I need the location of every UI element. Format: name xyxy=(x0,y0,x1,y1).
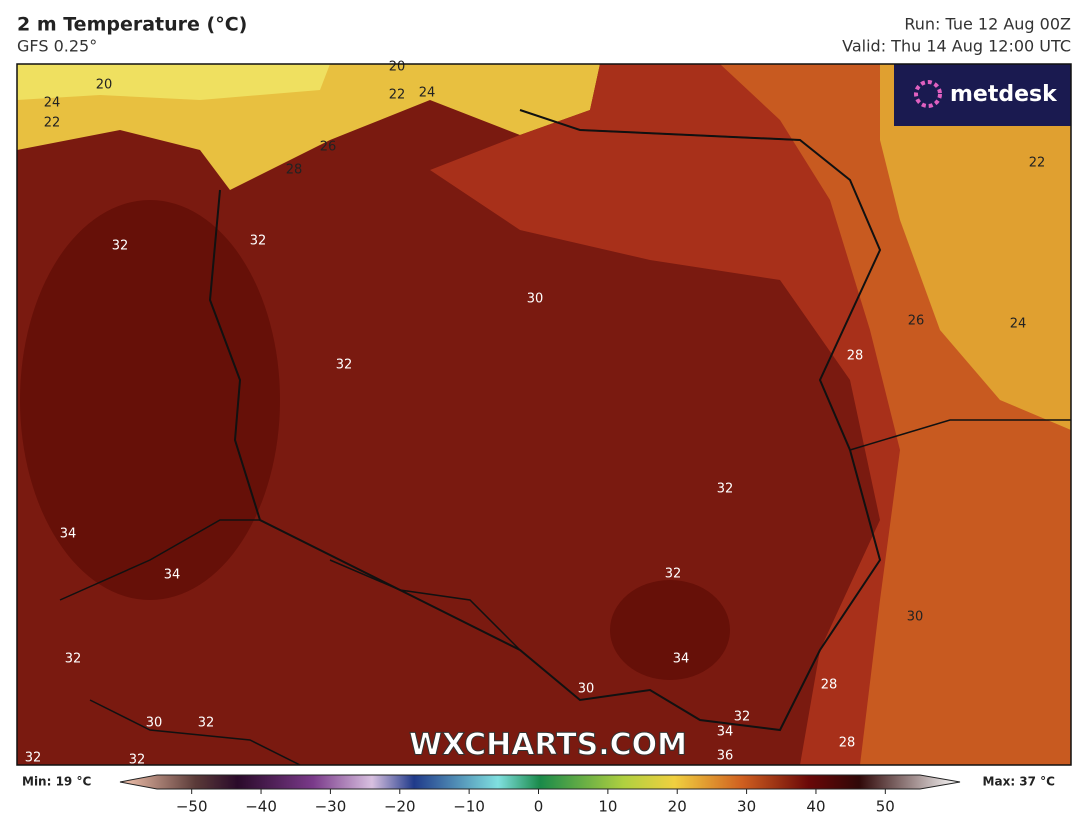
logo-box xyxy=(894,64,1071,126)
max-label: Max: 37 °C xyxy=(983,775,1056,789)
contour-label: 22 xyxy=(389,88,406,103)
region-coolest xyxy=(17,64,330,100)
contour-label: 24 xyxy=(419,86,436,101)
contour-label: 28 xyxy=(821,678,838,693)
contour-label: 32 xyxy=(336,358,353,373)
run-time: Run: Tue 12 Aug 00Z xyxy=(904,15,1071,34)
contour-label: 30 xyxy=(527,292,544,307)
contour-label: 34 xyxy=(164,568,181,583)
colorbar-tick-label: 50 xyxy=(876,798,895,816)
contour-label: 24 xyxy=(1010,317,1027,332)
contour-label: 22 xyxy=(1029,156,1046,171)
subtitle: GFS 0.25° xyxy=(17,37,97,56)
title: 2 m Temperature (°C) xyxy=(17,14,247,36)
colorbar-bar xyxy=(119,774,961,790)
colorbar-tick-label: −10 xyxy=(453,798,485,816)
contour-label: 28 xyxy=(286,163,303,178)
contour-label: 28 xyxy=(839,736,856,751)
contour-label: 30 xyxy=(578,682,595,697)
hot-core xyxy=(610,580,730,680)
contour-label: 32 xyxy=(734,710,751,725)
border xyxy=(579,129,1071,451)
watermark: WXCHARTS.COM xyxy=(409,728,687,763)
contour-label: 36 xyxy=(717,749,734,764)
colorbar-tick-label: −50 xyxy=(176,798,208,816)
contour-label: 32 xyxy=(717,482,734,497)
contour-label: 26 xyxy=(908,314,925,329)
map-frame xyxy=(16,63,1072,766)
contour-label: 20 xyxy=(389,60,406,75)
contour-label: 32 xyxy=(665,567,682,582)
contour-label: 34 xyxy=(673,652,690,667)
contour-label: 34 xyxy=(717,725,734,740)
border xyxy=(59,519,521,766)
contour-label: 32 xyxy=(198,716,215,731)
colorbar-tick-label: 30 xyxy=(737,798,756,816)
contour-label: 30 xyxy=(146,716,163,731)
contour-label: 22 xyxy=(44,116,61,131)
colorbar: Min: 19 °C Max: 37 °C −50 −40 −30 −20 −10 0 10… xyxy=(22,774,1056,816)
logo-icon xyxy=(914,80,942,108)
contour-label: 24 xyxy=(44,96,61,111)
contour-label: 32 xyxy=(65,652,82,667)
border xyxy=(208,109,882,732)
colorbar-tick-label: 10 xyxy=(598,798,617,816)
contour-label: 20 xyxy=(96,78,113,93)
valid-time: Valid: Thu 14 Aug 12:00 UTC xyxy=(842,37,1071,56)
logo: metdesk xyxy=(950,82,1058,107)
colorbar-tick-label: −40 xyxy=(245,798,277,816)
colorbar-tick-label: −30 xyxy=(315,798,347,816)
contour-label: 30 xyxy=(907,610,924,625)
contour-label: 32 xyxy=(25,751,42,766)
contour-label: 34 xyxy=(60,527,77,542)
colorbar-tick-label: 0 xyxy=(534,798,544,816)
contour-label: 32 xyxy=(250,234,267,249)
min-label: Min: 19 °C xyxy=(22,775,91,789)
region-mild-north xyxy=(880,64,1071,430)
contour-label: 28 xyxy=(847,349,864,364)
hot-core xyxy=(20,200,280,600)
colorbar-tick-label: 20 xyxy=(668,798,687,816)
colorbar-tick-label: −20 xyxy=(384,798,416,816)
contour-label: 26 xyxy=(320,140,337,155)
contour-label: 32 xyxy=(112,239,129,254)
contour-label: 32 xyxy=(129,753,146,768)
colorbar-tick-label: 40 xyxy=(806,798,825,816)
